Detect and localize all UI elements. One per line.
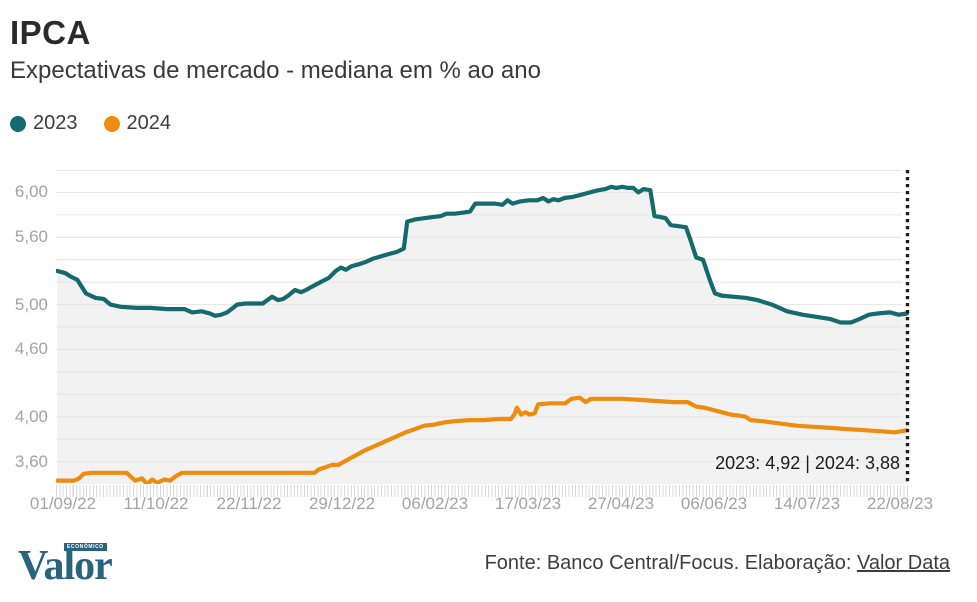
series-line-2023 xyxy=(54,184,910,325)
x-tick-label: 22/08/23 xyxy=(866,494,934,513)
x-axis: 01/09/22 11/10/22 22/11/22 29/12/22 06/02/23… xyxy=(0,494,977,516)
source-text: Fonte: Banco Central/Focus. Elaboração: xyxy=(484,552,857,574)
x-tick-label: 14/07/23 xyxy=(773,494,841,513)
valor-data-link[interactable]: Valor Data xyxy=(856,552,950,574)
area-fill-2023 xyxy=(57,186,907,485)
chart-svg xyxy=(54,170,910,487)
x-axis-minor-ticks xyxy=(56,485,910,497)
legend-item-2023: 2023 xyxy=(10,112,78,135)
page-title: IPCA xyxy=(10,14,91,51)
legend-label: 2023 xyxy=(33,112,78,134)
x-tick-label: 01/09/22 xyxy=(29,494,97,513)
y-tick-label: 4,00 xyxy=(14,407,48,426)
x-tick-label: 17/03/23 xyxy=(494,494,562,513)
y-tick-label: 5,00 xyxy=(14,295,48,314)
x-tick-label: 06/02/23 xyxy=(401,494,469,513)
legend-item-2024: 2024 xyxy=(103,112,172,135)
x-tick-label: 27/04/23 xyxy=(587,494,655,513)
legend: 2023 2024 xyxy=(10,112,171,135)
y-tick-label: 4,60 xyxy=(14,339,48,358)
y-tick-label: 5,60 xyxy=(14,227,48,246)
source-note: Fonte: Banco Central/Focus. Elaboração: … xyxy=(485,552,950,575)
y-tick-label: 6,00 xyxy=(14,182,48,201)
y-axis: 6,00 5,60 5,00 4,60 4,00 3,60 xyxy=(0,0,48,602)
legend-swatch xyxy=(10,115,26,132)
x-tick-label: 22/11/22 xyxy=(216,494,282,513)
y-tick-label: 3,60 xyxy=(14,452,48,471)
page-subtitle: Expectativas de mercado - mediana em % a… xyxy=(10,57,541,84)
x-tick-label: 11/10/22 xyxy=(123,494,189,513)
valor-logo-economico-tag: ECONÔMICO xyxy=(64,543,107,551)
legend-swatch xyxy=(103,115,120,132)
x-tick-label: 06/06/23 xyxy=(680,494,748,513)
x-tick-label: 29/12/22 xyxy=(308,494,376,513)
legend-label: 2024 xyxy=(126,112,172,134)
latest-values-annotation: 2023: 4,92 | 2024: 3,88 xyxy=(715,453,900,473)
series-line-2024 xyxy=(54,395,910,487)
valor-economico-logo: Valor ECONÔMICO xyxy=(18,543,148,589)
plot-area xyxy=(54,170,910,487)
valor-logo-wordmark: Valor xyxy=(18,543,113,589)
